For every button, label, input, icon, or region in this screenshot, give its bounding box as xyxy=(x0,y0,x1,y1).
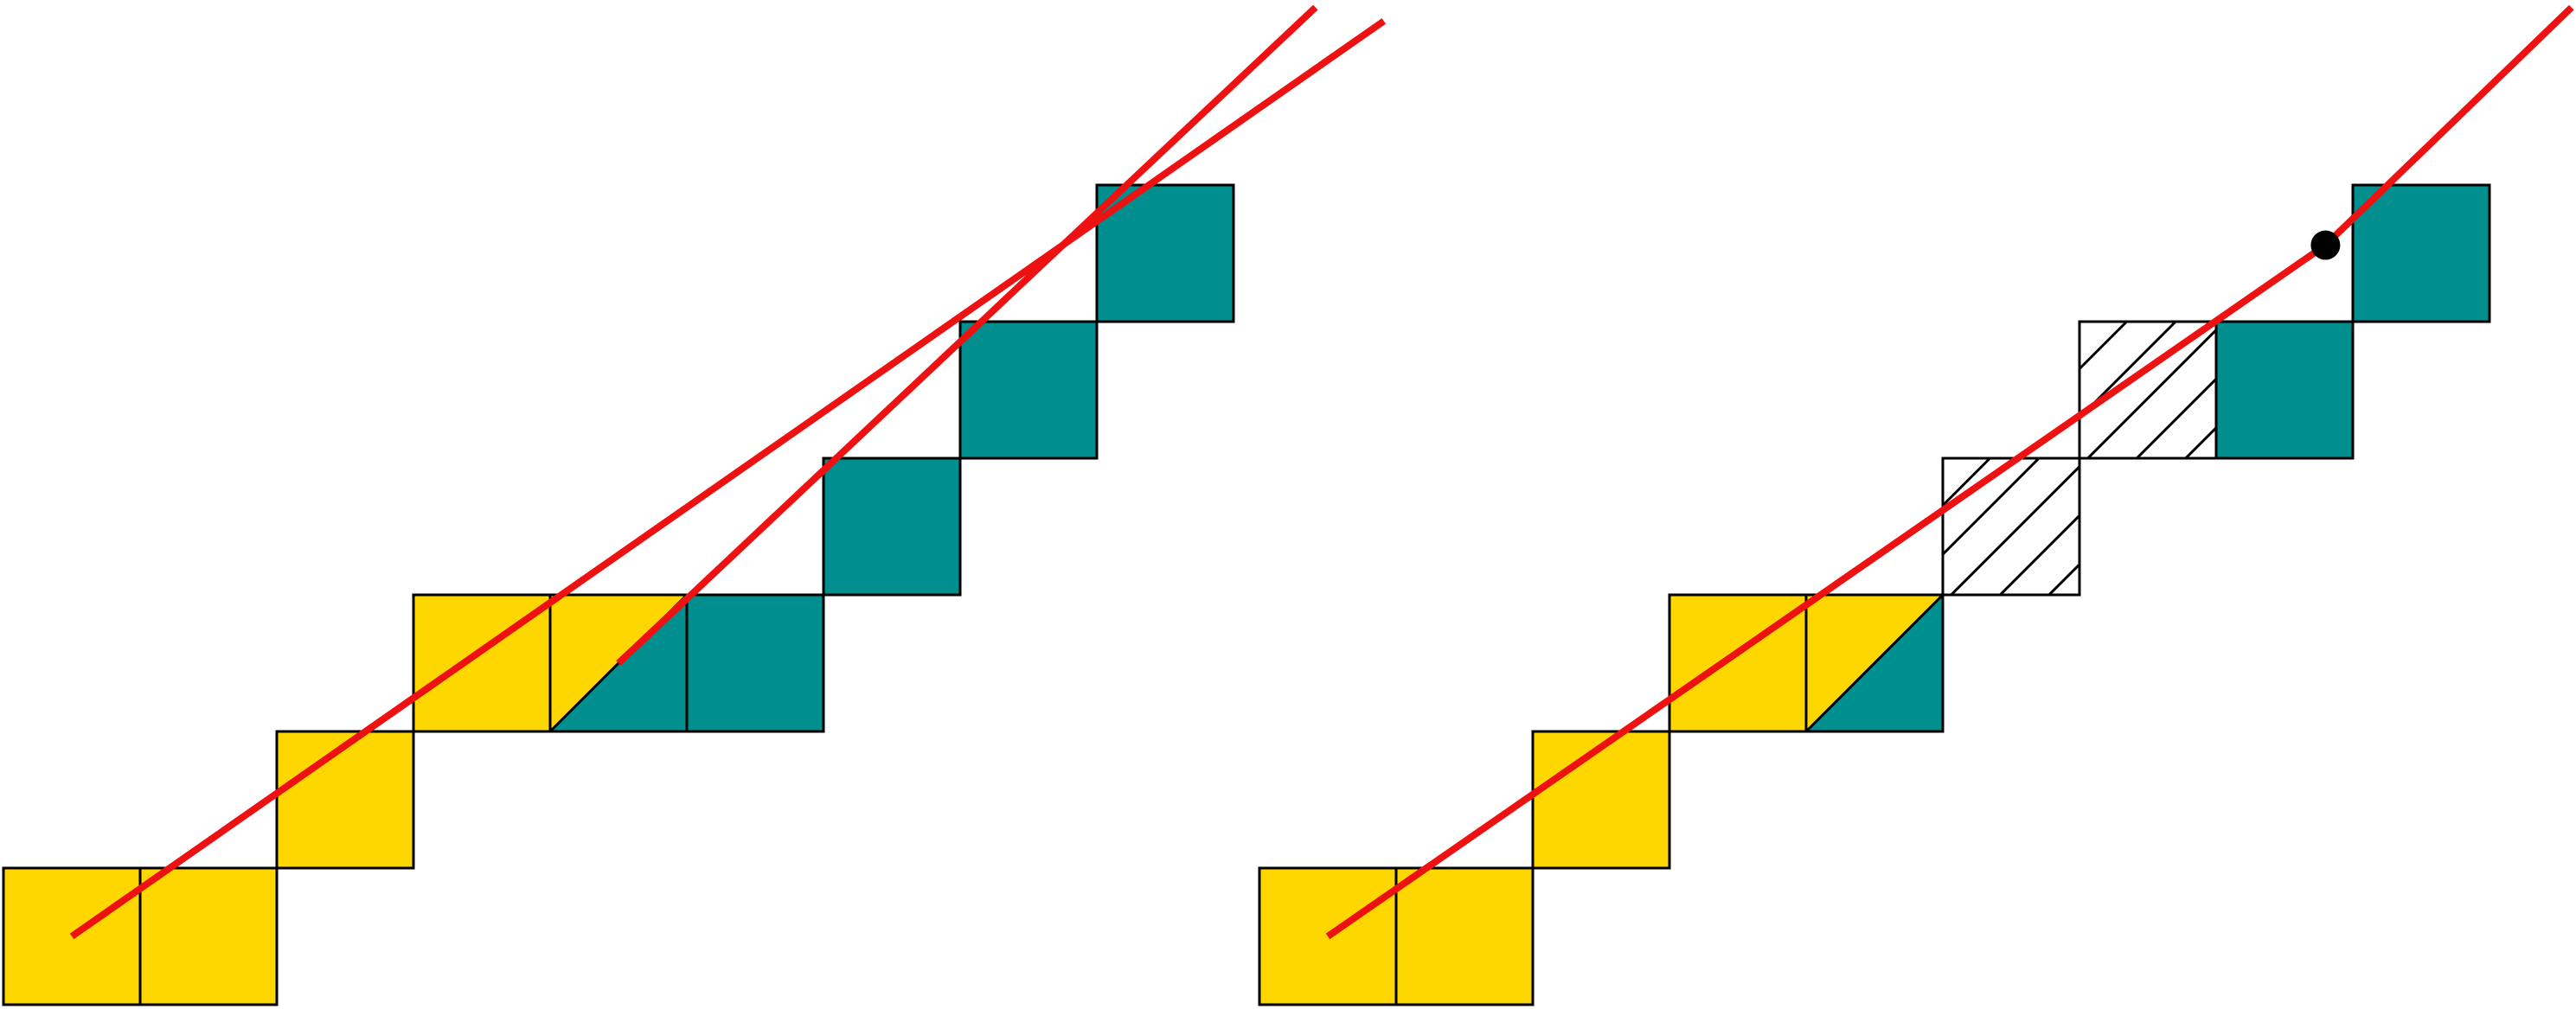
right-panel xyxy=(1258,4,2574,1006)
left-panel xyxy=(2,4,1387,1006)
grid-cell-yellow-c1-r0 xyxy=(138,866,279,1006)
grid-cell-split-c4-r2 xyxy=(1804,593,1945,733)
grid-cell-teal-c5-r2 xyxy=(685,593,825,733)
grid-cell-hatched-c6-r4 xyxy=(2078,320,2218,460)
cell-outline xyxy=(822,457,962,597)
cell-outline xyxy=(275,730,415,870)
cell-outline xyxy=(1095,183,1235,323)
cell-outline xyxy=(1804,593,1945,733)
cell-diagonal xyxy=(1804,593,1945,733)
cell-fill xyxy=(140,868,277,1005)
red-line-1 xyxy=(69,18,1387,940)
grid-cell-teal-c7-r4 xyxy=(958,320,1099,460)
cell-outline xyxy=(138,866,279,1006)
cell-fill xyxy=(960,322,1097,458)
red-line-1 xyxy=(1325,242,2328,940)
intersection-point xyxy=(2310,230,2341,260)
grid-cell-yellow-c2-r1 xyxy=(275,730,415,870)
cell-outline xyxy=(1941,457,2081,597)
cell-fill xyxy=(2216,322,2353,458)
cell-outline xyxy=(1531,730,1671,870)
cell-fill xyxy=(687,595,823,731)
red-line-2 xyxy=(616,4,1318,666)
cell-fill xyxy=(1396,868,1533,1005)
grid-cell-yellow-c2-r1 xyxy=(1531,730,1671,870)
cell-outline xyxy=(958,320,1099,460)
grid-cell-yellow-c1-r0 xyxy=(1394,866,1535,1006)
red-line-2 xyxy=(2323,4,2574,248)
cell-fill xyxy=(823,458,960,595)
cell-fill xyxy=(277,731,413,868)
cell-fill xyxy=(2353,185,2489,322)
grid-cell-hatched-c5-r3 xyxy=(1941,457,2081,597)
cell-fill xyxy=(2079,322,2216,458)
grid-cell-teal-c6-r3 xyxy=(822,457,962,597)
cell-fill xyxy=(1943,458,2079,595)
grid-cell-teal-c8-r5 xyxy=(2351,183,2491,323)
cell-outline xyxy=(2351,183,2491,323)
cell-fill xyxy=(1533,731,1669,868)
grid-cell-teal-c7-r4 xyxy=(2214,320,2355,460)
cell-outline xyxy=(1394,866,1535,1006)
cell-outline xyxy=(2214,320,2355,460)
cell-outline xyxy=(685,593,825,733)
